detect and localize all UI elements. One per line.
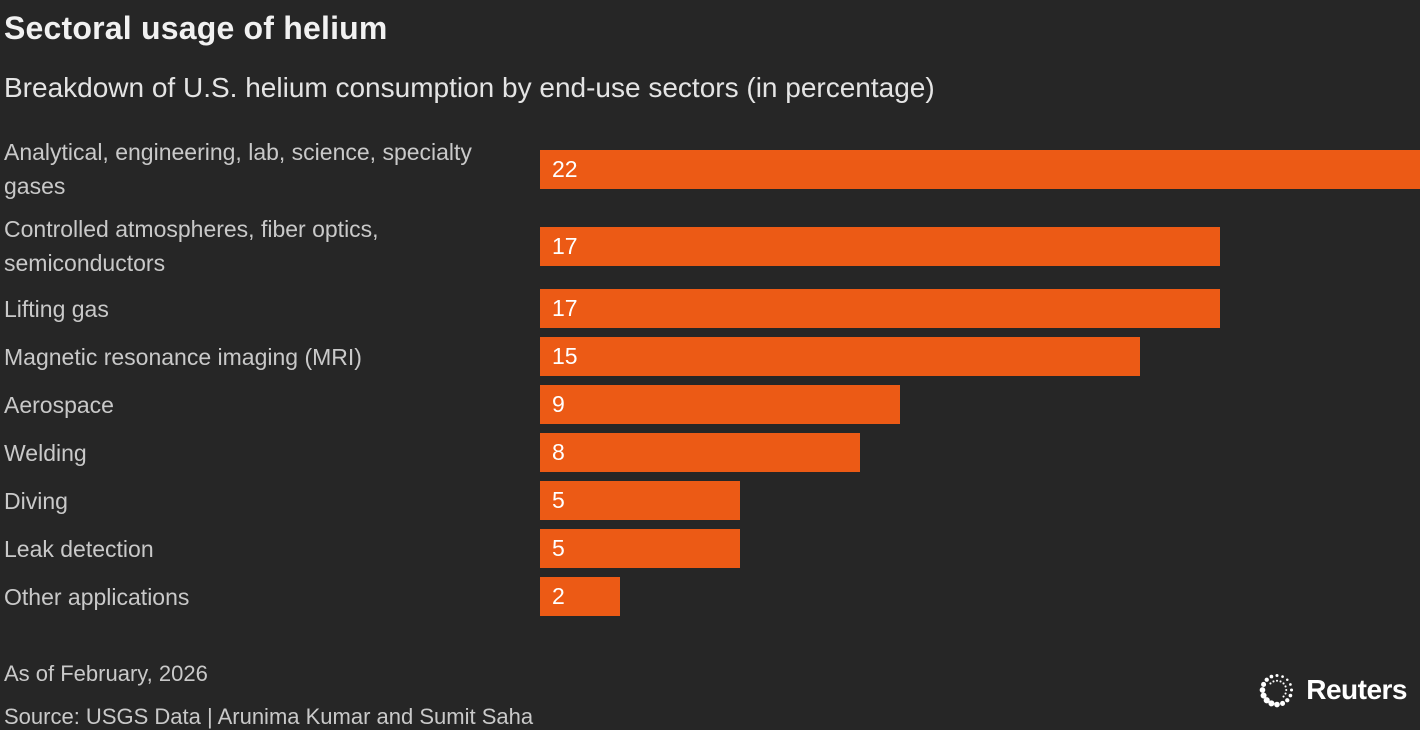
category-label: Analytical, engineering, lab, science, s… xyxy=(4,139,472,199)
chart-row: Other applications 2 xyxy=(4,577,1420,616)
bar-track: 2 xyxy=(540,577,1420,616)
category-label: Diving xyxy=(4,487,68,514)
bar-value-label: 9 xyxy=(552,391,565,417)
bar-track: 17 xyxy=(540,226,1420,266)
bar-track: 8 xyxy=(540,433,1420,472)
bar-track: 9 xyxy=(540,385,1420,424)
bar-track: 22 xyxy=(540,149,1420,189)
bar-value-label: 22 xyxy=(552,155,578,182)
bar: 17 xyxy=(540,289,1220,328)
bar-value-label: 8 xyxy=(552,439,565,465)
bar-value-label: 5 xyxy=(552,487,565,513)
chart-row: Leak detection 5 xyxy=(4,529,1420,568)
category-label: Welding xyxy=(4,439,87,466)
bar-value-label: 15 xyxy=(552,343,578,369)
chart-row: Controlled atmospheres, fiber optics, se… xyxy=(4,212,1420,280)
bar-track: 5 xyxy=(540,529,1420,568)
bar-chart: Analytical, engineering, lab, science, s… xyxy=(4,135,1420,616)
chart-row: Lifting gas 17 xyxy=(4,289,1420,328)
bar-value-label: 5 xyxy=(552,535,565,561)
bar-track: 15 xyxy=(540,337,1420,376)
category-label: Leak detection xyxy=(4,535,154,562)
chart-row: Magnetic resonance imaging (MRI) 15 xyxy=(4,337,1420,376)
bar-value-label: 17 xyxy=(552,232,578,259)
bar: 9 xyxy=(540,385,900,424)
page-title: Sectoral usage of helium xyxy=(4,10,388,46)
bar: 22 xyxy=(540,149,1420,189)
category-label: Other applications xyxy=(4,583,190,610)
bar-value-label: 2 xyxy=(552,583,565,609)
category-label: Magnetic resonance imaging (MRI) xyxy=(4,343,362,370)
reuters-dotted-globe-icon xyxy=(1259,673,1294,708)
chart-row: Aerospace 9 xyxy=(4,385,1420,424)
category-label: Controlled atmospheres, fiber optics, se… xyxy=(4,216,379,276)
reuters-logo: Reuters xyxy=(1255,668,1407,712)
as-of-note: As of February, 2026 xyxy=(4,661,208,686)
bar: 15 xyxy=(540,337,1140,376)
category-label: Lifting gas xyxy=(4,295,109,322)
category-label: Aerospace xyxy=(4,391,114,418)
bar: 17 xyxy=(540,226,1220,266)
bar: 5 xyxy=(540,481,740,520)
chart-row: Diving 5 xyxy=(4,481,1420,520)
bar: 5 xyxy=(540,529,740,568)
reuters-logo-dots xyxy=(1259,673,1294,708)
bar-track: 5 xyxy=(540,481,1420,520)
page-subtitle: Breakdown of U.S. helium consumption by … xyxy=(4,72,935,103)
bar-value-label: 17 xyxy=(552,295,578,321)
bar: 2 xyxy=(540,577,620,616)
chart-row: Analytical, engineering, lab, science, s… xyxy=(4,135,1420,203)
reuters-logo-text: Reuters xyxy=(1306,674,1407,705)
chart-row: Welding 8 xyxy=(4,433,1420,472)
bar: 8 xyxy=(540,433,860,472)
source-credit: Source: USGS Data | Arunima Kumar and Su… xyxy=(4,704,534,729)
bar-track: 17 xyxy=(540,289,1420,328)
